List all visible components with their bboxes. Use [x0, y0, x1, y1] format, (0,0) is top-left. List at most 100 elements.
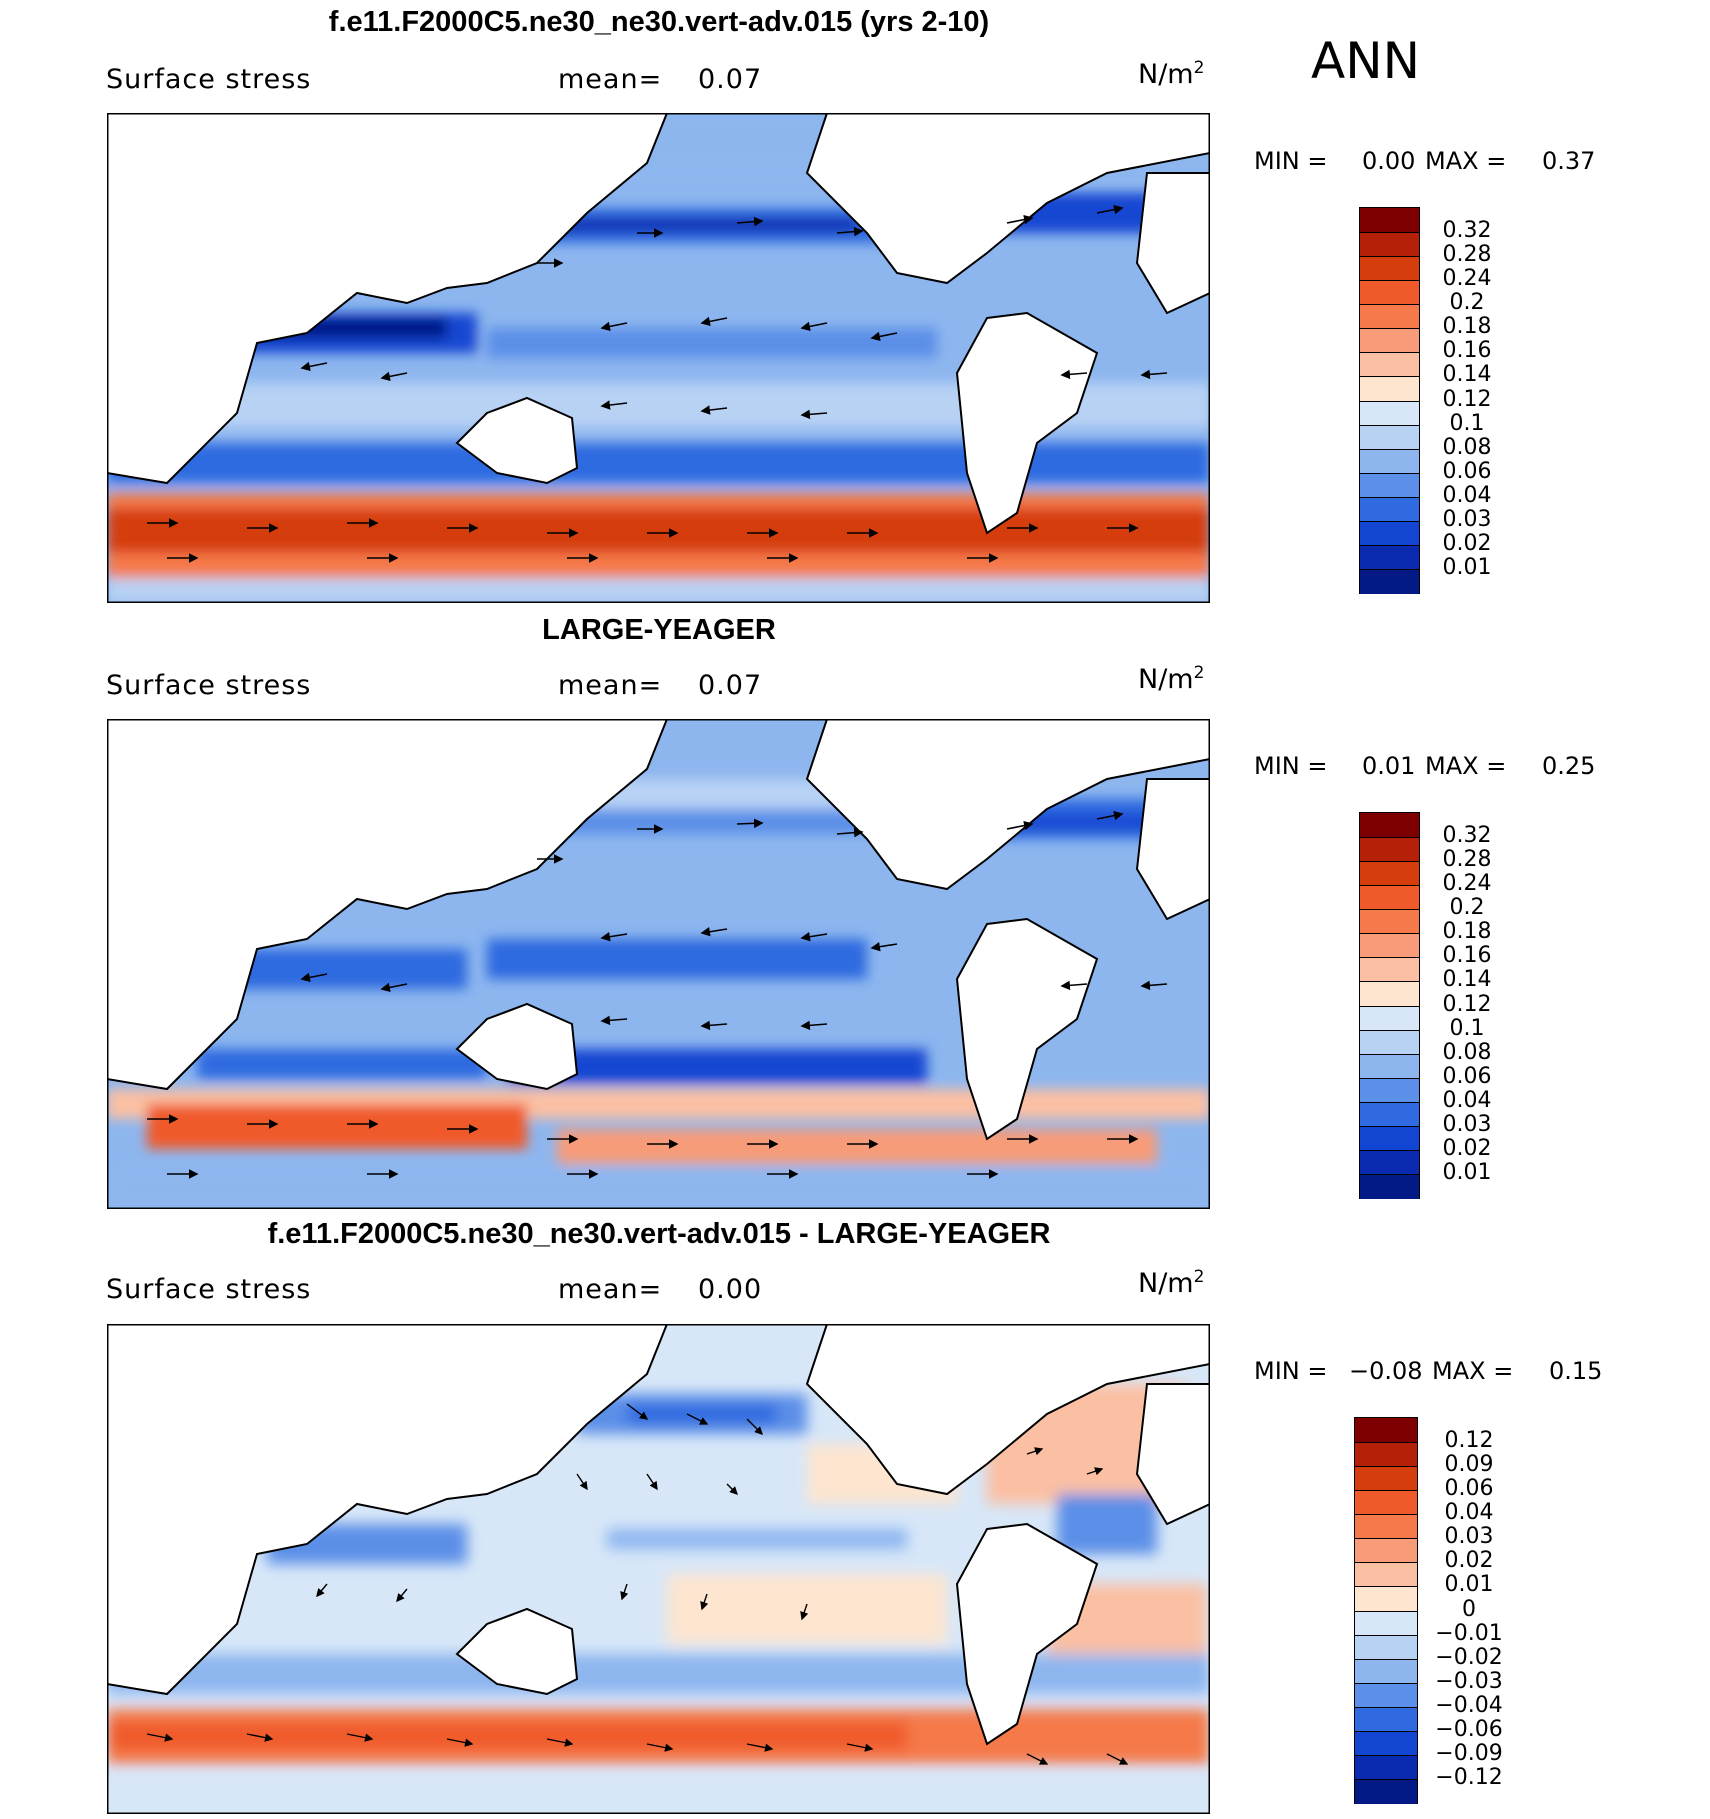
colorbar-level-label: 0.06 [1442, 1063, 1492, 1089]
colorbar-swatch [1360, 328, 1419, 353]
surface-stress-map [107, 113, 1210, 603]
colorbar-swatch [1360, 885, 1419, 910]
colorbar-swatch [1360, 544, 1419, 570]
colorbar-separator [1355, 1490, 1417, 1492]
colorbar-level-label: 0.02 [1442, 1135, 1492, 1161]
colorbar-swatch [1355, 1730, 1417, 1756]
colorbar-swatch [1355, 1418, 1417, 1443]
colorbar-level-label: 0.02 [1442, 530, 1492, 556]
mean-value: 0.00 [698, 1274, 763, 1305]
colorbar-swatch [1355, 1754, 1417, 1780]
colorbar-separator [1360, 472, 1419, 474]
colorbar-swatch [1360, 496, 1419, 522]
colorbar-level-label: 0.08 [1442, 1039, 1492, 1065]
colorbar-level-label: 0.01 [1442, 554, 1492, 580]
colorbar-separator [1360, 328, 1419, 330]
colorbar-level-label: 0.03 [1442, 1111, 1492, 1137]
colorbar-level-label: 0.24 [1442, 871, 1492, 897]
colorbar-swatch [1360, 1173, 1419, 1199]
colorbar-swatch [1360, 1053, 1419, 1079]
surface-stress-map [107, 719, 1210, 1209]
panel-title: f.e11.F2000C5.ne30_ne30.vert-adv.015 (yr… [328, 6, 990, 38]
colorbar-level-label: 0.2 [1449, 290, 1485, 316]
season-label: ANN [1311, 32, 1421, 90]
colorbar-separator [1355, 1658, 1417, 1660]
colorbar-level-label: 0.01 [1442, 1159, 1492, 1185]
colorbar-separator [1360, 1149, 1419, 1151]
colorbar-separator [1355, 1778, 1417, 1780]
colorbar-separator [1355, 1610, 1417, 1612]
colorbar-separator [1360, 1077, 1419, 1079]
min-label: MIN = [1254, 752, 1328, 780]
colorbar-level-label: 0.06 [1442, 458, 1492, 484]
colorbar-level-label: 0.16 [1442, 338, 1492, 364]
colorbar-level-label: 0.03 [1442, 506, 1492, 532]
colorbar-level-label: 0.12 [1442, 386, 1492, 412]
colorbar-swatch [1355, 1658, 1417, 1684]
colorbar-swatch [1355, 1778, 1417, 1804]
surface-stress-difference-map [107, 1324, 1210, 1814]
colorbar-swatch [1355, 1442, 1417, 1467]
colorbar-swatch [1360, 448, 1419, 474]
min-label: MIN = [1254, 1357, 1328, 1385]
colorbar-separator [1360, 1101, 1419, 1103]
colorbar-swatch [1360, 813, 1419, 838]
units-label: N/m2 [1138, 663, 1205, 695]
min-value: 0.01 [1362, 752, 1416, 780]
colorbar [1359, 207, 1420, 594]
colorbar-swatch [1355, 1586, 1417, 1611]
colorbar-swatch [1360, 520, 1419, 546]
colorbar-swatch [1355, 1562, 1417, 1587]
units-label: N/m2 [1138, 58, 1205, 90]
mean-label: mean= [558, 670, 663, 701]
colorbar-level-label: 0.14 [1442, 967, 1492, 993]
colorbar-swatch [1355, 1682, 1417, 1708]
colorbar-level-label: −0.03 [1435, 1668, 1503, 1694]
colorbar-swatch [1360, 981, 1419, 1006]
colorbar-level-label: 0.14 [1442, 362, 1492, 388]
colorbar-separator [1360, 568, 1419, 570]
min-value: 0.00 [1362, 147, 1416, 175]
colorbar-separator [1360, 304, 1419, 306]
colorbar-separator [1360, 520, 1419, 522]
colorbar-separator [1360, 232, 1419, 234]
colorbar-separator [1360, 885, 1419, 887]
colorbar-separator [1360, 544, 1419, 546]
colorbar-separator [1360, 861, 1419, 863]
colorbar-labels: 0.32 0.28 0.24 0.2 0.18 0.16 0.14 0.12 0.1 0.08 0.… [1428, 207, 1558, 594]
colorbar-swatch [1360, 933, 1419, 958]
colorbar-swatch [1355, 1514, 1417, 1539]
colorbar-swatch [1360, 232, 1419, 257]
colorbar-level-label: 0.12 [1444, 1428, 1494, 1454]
colorbar-level-label: 0.28 [1442, 242, 1492, 268]
colorbar-separator [1355, 1706, 1417, 1708]
colorbar-swatch [1360, 280, 1419, 305]
colorbar-separator [1355, 1634, 1417, 1636]
colorbar-level-label: −0.12 [1435, 1764, 1503, 1790]
colorbar-swatch [1355, 1490, 1417, 1515]
min-value: −0.08 [1349, 1357, 1423, 1385]
colorbar-separator [1360, 1005, 1419, 1007]
colorbar-separator [1360, 400, 1419, 402]
colorbar-level-label: 0.2 [1449, 895, 1485, 921]
colorbar-swatch [1360, 568, 1419, 594]
colorbar-separator [1360, 256, 1419, 258]
mean-value: 0.07 [698, 64, 763, 95]
colorbar-separator [1355, 1730, 1417, 1732]
colorbar-separator [1355, 1538, 1417, 1540]
mean-label: mean= [558, 1274, 663, 1305]
colorbar-swatch [1360, 1005, 1419, 1031]
colorbar-swatch [1355, 1538, 1417, 1563]
colorbar-level-label: −0.02 [1435, 1644, 1503, 1670]
colorbar-separator [1355, 1514, 1417, 1516]
colorbar [1359, 812, 1420, 1199]
colorbar-level-label: 0.12 [1442, 991, 1492, 1017]
colorbar-swatch [1360, 352, 1419, 377]
colorbar-level-label: −0.06 [1435, 1716, 1503, 1742]
colorbar-labels: 0.12 0.09 0.06 0.04 0.03 0.02 0.01 0 −0.01 −0.02−… [1430, 1417, 1560, 1804]
colorbar-swatch [1360, 1101, 1419, 1127]
colorbar-level-label: 0.32 [1442, 823, 1492, 849]
panel-title: LARGE-YEAGER [542, 614, 776, 646]
colorbar-labels: 0.32 0.28 0.24 0.2 0.18 0.16 0.14 0.12 0.1 0.08 0.… [1428, 812, 1558, 1199]
colorbar-separator [1355, 1586, 1417, 1588]
